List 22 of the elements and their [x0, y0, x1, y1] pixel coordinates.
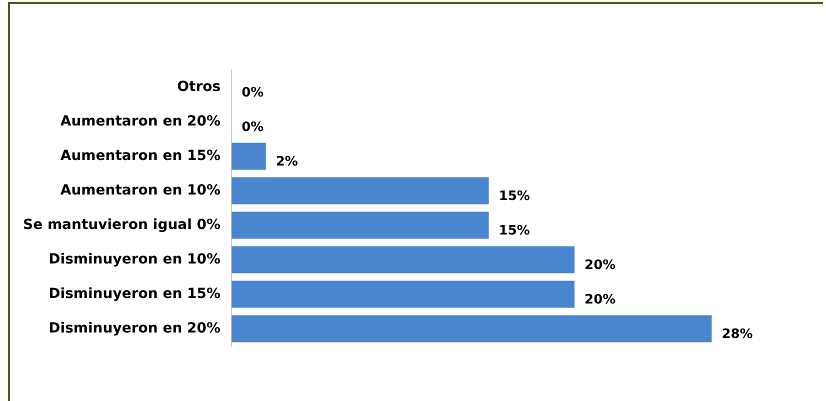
bar	[232, 177, 489, 204]
data-label: 20%	[584, 258, 616, 274]
data-label: 20%	[584, 292, 616, 308]
data-label: 15%	[498, 189, 530, 204]
data-label: 15%	[498, 224, 530, 239]
bar	[232, 212, 489, 239]
data-label: 0%	[242, 120, 264, 136]
y-tick-label: Disminuyeron en 20%	[48, 320, 221, 336]
y-tick-label: Aumentaron en 15%	[60, 148, 221, 164]
bar	[232, 246, 575, 274]
bar	[232, 280, 575, 308]
y-tick-label: Aumentaron en 20%	[60, 113, 221, 130]
data-label: 28%	[722, 327, 753, 342]
y-tick-label: Disminuyeron en 15%	[48, 286, 221, 302]
y-tick-label: Otros	[177, 78, 221, 95]
y-tick-label: Aumentaron en 10%	[60, 182, 221, 198]
data-label: 2%	[276, 154, 298, 170]
y-tick-label: Se mantuvieron igual 0%	[22, 216, 221, 233]
data-label: 0%	[242, 86, 264, 101]
y-tick-label: Disminuyeron en 10%	[48, 251, 221, 268]
bar	[232, 315, 712, 342]
bar	[232, 142, 266, 170]
